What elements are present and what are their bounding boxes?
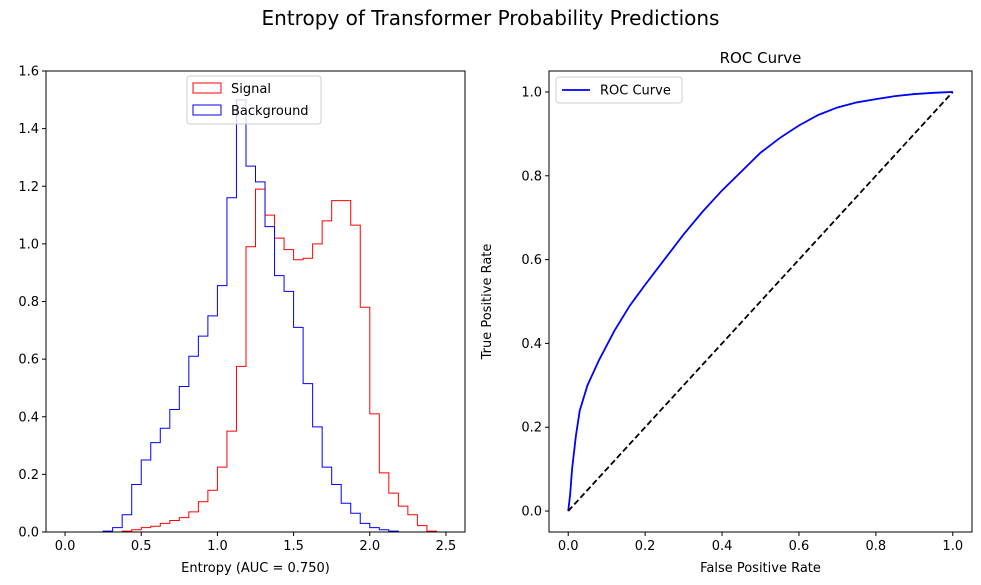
roc-y-tick-label: 0.6	[521, 253, 542, 268]
hist-legend-swatch-background	[192, 104, 222, 116]
hist-y-tick-label: 1.2	[18, 180, 39, 195]
hist-x-tick-label: 1.0	[207, 539, 228, 554]
roc-x-tick-label: 0.6	[789, 539, 810, 554]
roc-curve-line	[567, 91, 953, 512]
figure-title: Entropy of Transformer Probability Predi…	[261, 6, 720, 30]
roc-frame	[548, 70, 973, 533]
roc-x-axis-label: False Positive Rate	[700, 561, 821, 576]
hist-y-tick-label: 1.4	[18, 122, 39, 137]
hist-legend-swatch-signal	[192, 82, 222, 94]
roc-x-tick-label: 0.8	[866, 539, 887, 554]
hist-legend-label-background: Background	[231, 104, 309, 119]
roc-y-tick-label: 0.8	[521, 169, 542, 184]
roc-x-tick-label: 1.0	[942, 539, 963, 554]
hist-y-tick-label: 0.6	[18, 353, 39, 368]
hist-x-tick-label: 0.0	[55, 539, 76, 554]
hist-y-tick-label: 1.6	[18, 65, 39, 80]
histogram-axes: 0.0 0.5 1.0 1.5 2.0 2.5 0.0 0.2 0.4 0.6 0.8 1.0 1.2 1…	[18, 65, 466, 576]
hist-frame	[45, 70, 466, 533]
roc-y-tick-label: 0.2	[521, 421, 542, 436]
roc-x-tick-label: 0.0	[558, 539, 579, 554]
hist-x-tick-label: 0.5	[131, 539, 152, 554]
histogram-step-signal	[65, 188, 456, 533]
roc-title: ROC Curve	[720, 49, 802, 67]
roc-legend-label: ROC Curve	[600, 84, 671, 99]
roc-legend-box	[555, 76, 683, 104]
hist-y-tick-label: 0.0	[18, 526, 39, 541]
hist-y-tick-label: 0.8	[18, 295, 39, 310]
roc-x-tick-label: 0.2	[635, 539, 656, 554]
roc-y-tick-label: 0.0	[521, 505, 542, 520]
hist-x-axis-label: Entropy (AUC = 0.750)	[181, 561, 330, 576]
roc-diagonal-line	[567, 91, 954, 512]
roc-x-tick-label: 0.4	[712, 539, 733, 554]
hist-x-tick-label: 1.5	[283, 539, 304, 554]
roc-y-tick-label: 1.0	[521, 85, 542, 100]
roc-y-axis-label: True Positive Rate	[480, 244, 495, 361]
hist-x-tick-label: 2.0	[359, 539, 380, 554]
roc-axes: 0.0 0.2 0.4 0.6 0.8 1.0 0.0 0.2 0.4 0.6 0.8 1.0 Fals…	[480, 49, 973, 576]
hist-x-tick-label: 2.5	[436, 539, 457, 554]
histogram-step-background	[65, 99, 456, 533]
hist-legend-label-signal: Signal	[231, 82, 271, 97]
hist-y-tick-label: 0.4	[18, 410, 39, 425]
roc-y-tick-label: 0.4	[521, 337, 542, 352]
hist-y-tick-label: 0.2	[18, 468, 39, 483]
hist-y-tick-label: 1.0	[18, 237, 39, 252]
